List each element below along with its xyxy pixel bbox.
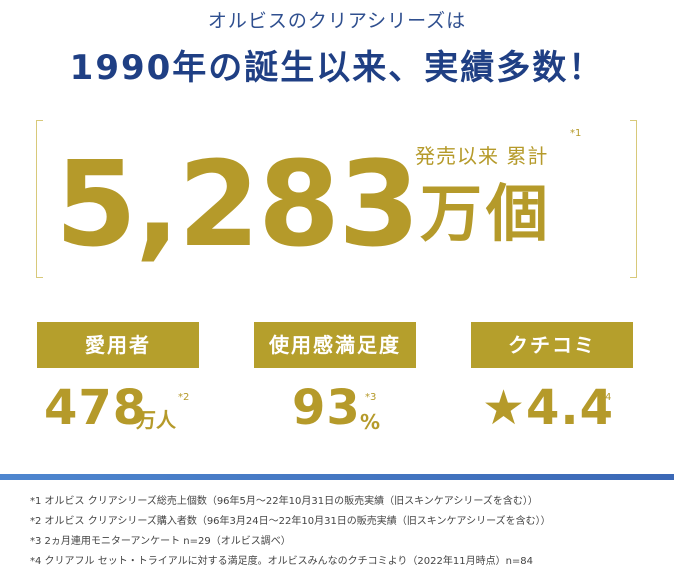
stat-value-reviews: ★4.4 [482,380,615,436]
stat-unit-satisfaction: % [360,410,381,434]
stat-badge-reviews: クチコミ [471,322,633,368]
total-note-mark: *1 [570,128,582,139]
stat-badge-satisfaction: 使用感満足度 [254,322,416,368]
total-caption: 発売以来 累計 [415,144,549,168]
bracket-right [630,120,637,278]
total-number: 5,283 [55,135,420,273]
stat-unit-users: 万人 [136,408,176,432]
footnote-4: *4 クリアフル セット・トライアルに対する満足度。オルビスみんなのクチコミより… [30,556,534,567]
total-unit: 万個 [420,177,553,250]
bracket-left [36,120,43,278]
stat-value-users: 478 [44,380,148,436]
footnotes: *1 オルビス クリアシリーズ総売上個数（96年5月〜22年10月31日の販売実… [30,492,670,572]
headline: 1990年の誕生以来、実績多数！ [69,48,605,88]
section-divider [0,474,674,480]
footnote-1: *1 オルビス クリアシリーズ総売上個数（96年5月〜22年10月31日の販売実… [30,496,538,507]
footnote-3: *3 2ヵ月連用モニターアンケート n=29（オルビス調べ） [30,536,291,547]
subtitle: オルビスのクリアシリーズは [207,10,467,32]
stat-note-users: *2 [178,392,190,403]
stat-value-satisfaction: 93 [292,380,361,436]
footnote-2: *2 オルビス クリアシリーズ購入者数（96年3月24日〜22年10月31日の販… [30,516,551,527]
stat-badge-users: 愛用者 [37,322,199,368]
stat-note-reviews: *4 [600,392,612,403]
stat-note-satisfaction: *3 [365,392,377,403]
